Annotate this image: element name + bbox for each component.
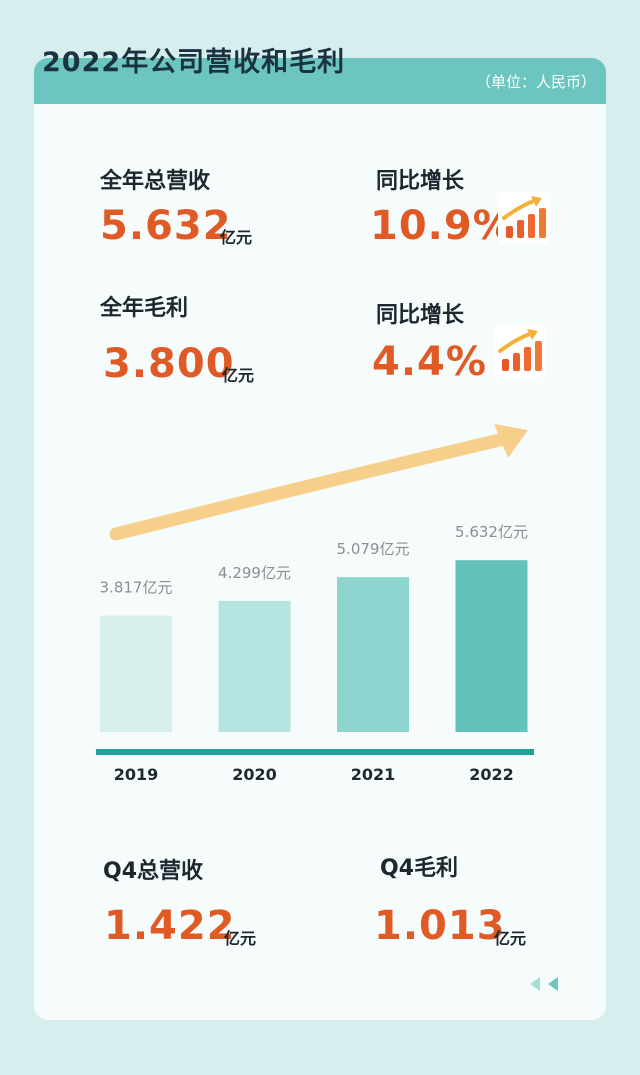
page-title: 2022年公司营收和毛利: [42, 47, 346, 78]
bar-value-label: 3.817亿元: [100, 579, 173, 597]
bar-2022: [455, 560, 528, 732]
card-header-band: [34, 58, 606, 104]
revenue-label: 全年总营收: [100, 169, 211, 194]
chart-baseline: [96, 749, 534, 755]
profit-growth-label: 同比增长: [376, 303, 465, 328]
bar-2019: [100, 615, 172, 732]
revenue-growth-value: 10.9%: [370, 203, 514, 249]
growth-icon: [498, 192, 550, 244]
x-tick-label: 2021: [351, 765, 396, 784]
bar-value-label: 4.299亿元: [218, 564, 291, 582]
revenue-growth-label: 同比增长: [376, 169, 465, 194]
revenue-bar-chart: 3.817亿元 2019 4.299亿元 2020 5.079亿元 2021 5.632亿元…: [96, 424, 534, 784]
x-tick-label: 2022: [469, 765, 514, 784]
x-tick-label: 2020: [232, 765, 277, 784]
profit-unit: 亿元: [222, 366, 255, 385]
q4-revenue-unit: 亿元: [224, 929, 257, 948]
revenue-unit: 亿元: [220, 228, 253, 247]
double-left-arrow-icon[interactable]: [528, 976, 568, 992]
bar-2020: [218, 600, 291, 732]
profit-value: 3.800: [103, 341, 235, 387]
q4-profit-value: 1.013: [374, 903, 506, 949]
profit-label: 全年毛利: [100, 296, 189, 321]
revenue-value: 5.632: [100, 203, 232, 249]
trend-arrow-icon: [109, 431, 515, 541]
growth-icon: [494, 325, 546, 377]
bar-2021: [337, 577, 409, 732]
q4-profit-label: Q4毛利: [380, 856, 459, 881]
profit-growth-value: 4.4%: [372, 339, 487, 385]
q4-profit-unit: 亿元: [494, 929, 527, 948]
unit-note: （单位：人民币）: [475, 73, 596, 91]
q4-revenue-value: 1.422: [104, 903, 236, 949]
x-tick-label: 2019: [114, 765, 159, 784]
trend-arrow-head: [494, 424, 528, 458]
bar-value-label: 5.079亿元: [337, 540, 410, 558]
bar-value-label: 5.632亿元: [455, 523, 528, 541]
q4-revenue-label: Q4总营收: [103, 859, 204, 884]
